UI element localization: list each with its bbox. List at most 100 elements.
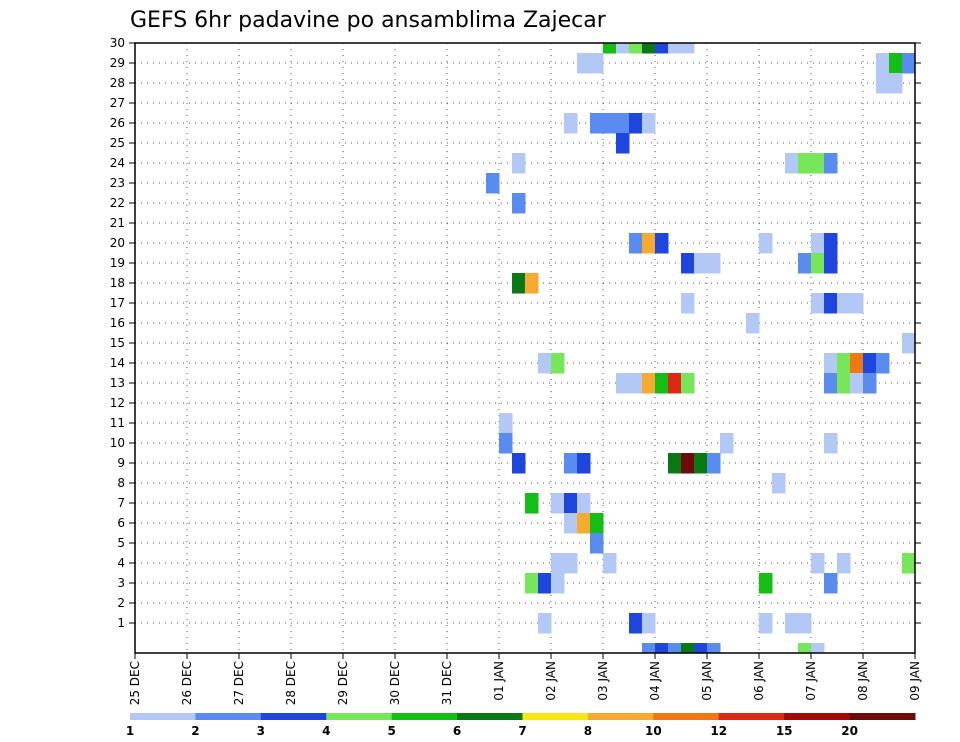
y-tick-label: 22 — [110, 196, 125, 210]
legend-label: 1 — [126, 724, 134, 738]
precip-cell — [603, 553, 617, 574]
precip-cell — [824, 573, 838, 594]
precip-cell — [629, 233, 643, 254]
precip-cell — [720, 433, 734, 454]
precip-cell — [798, 643, 812, 654]
x-axis: 25 DEC 26 DEC 27 DEC 28 DEC 29 DEC 30 DEC 31 D… — [128, 653, 922, 705]
precip-cell — [616, 43, 630, 54]
precip-cell — [642, 113, 656, 134]
y-tick-label: 24 — [110, 156, 125, 170]
precip-cell — [811, 253, 825, 274]
precip-cell — [681, 643, 695, 654]
y-tick-label: 2 — [117, 596, 125, 610]
y-axis: 1234567891011121314151617181920212223242… — [110, 36, 921, 630]
precip-cell — [837, 293, 851, 314]
legend-label: 7 — [518, 724, 526, 738]
y-tick-label: 18 — [110, 276, 125, 290]
precip-cell — [707, 453, 721, 474]
y-tick-label: 15 — [110, 336, 125, 350]
x-tick-label: 05 JAN — [700, 661, 714, 701]
precip-cell — [681, 293, 695, 314]
legend-swatch — [784, 713, 851, 720]
precip-cell — [551, 493, 565, 514]
precip-cell — [642, 233, 656, 254]
x-tick-label: 03 JAN — [596, 661, 610, 701]
precip-cell — [642, 373, 656, 394]
precip-cell — [824, 153, 838, 174]
legend-label: 12 — [710, 724, 727, 738]
precip-cell — [824, 253, 838, 274]
y-tick-label: 26 — [110, 116, 125, 130]
precip-cell — [681, 453, 695, 474]
y-tick-label: 27 — [110, 96, 125, 110]
x-tick-label: 29 DEC — [336, 661, 350, 705]
precip-cell — [590, 113, 604, 134]
x-tick-label: 06 JAN — [752, 661, 766, 701]
legend-swatch — [457, 713, 523, 720]
precip-cell — [629, 613, 643, 634]
legend-label: 2 — [191, 724, 199, 738]
precip-cell — [837, 353, 851, 374]
precip-cell — [655, 233, 669, 254]
precip-cell — [525, 273, 539, 294]
legend-label: 4 — [322, 724, 330, 738]
legend-swatch — [130, 713, 196, 720]
legend-swatch — [326, 713, 393, 720]
precip-cell — [707, 253, 721, 274]
legend-swatch — [195, 713, 262, 720]
y-tick-label: 25 — [110, 136, 125, 150]
precip-cell — [512, 193, 526, 214]
y-tick-label: 16 — [110, 316, 125, 330]
x-tick-label: 30 DEC — [388, 661, 402, 705]
precip-cell — [590, 513, 604, 534]
precip-cell — [811, 643, 825, 654]
precip-cell — [824, 293, 838, 314]
y-tick-label: 3 — [117, 576, 125, 590]
y-tick-label: 17 — [110, 296, 125, 310]
precip-cell — [538, 353, 552, 374]
y-tick-label: 14 — [110, 356, 125, 370]
precip-cell — [564, 553, 578, 574]
y-tick-label: 5 — [117, 536, 125, 550]
precip-cell — [551, 573, 565, 594]
precip-cell — [499, 413, 513, 434]
x-tick-label: 26 DEC — [180, 661, 194, 705]
precip-cell — [785, 613, 799, 634]
x-tick-label: 25 DEC — [128, 661, 142, 705]
precip-cell — [681, 43, 695, 54]
precip-cell — [681, 253, 695, 274]
precip-cell — [564, 493, 578, 514]
precip-cell — [811, 153, 825, 174]
precip-cell — [551, 353, 565, 374]
x-tick-label: 02 JAN — [544, 661, 558, 701]
legend-swatch — [391, 713, 458, 720]
y-tick-label: 30 — [110, 36, 125, 50]
x-tick-label: 28 DEC — [284, 661, 298, 705]
precip-cell — [837, 373, 851, 394]
legend-swatch — [653, 713, 720, 720]
precip-cell — [668, 373, 682, 394]
legend-label: 8 — [584, 724, 592, 738]
precip-cell — [902, 53, 916, 74]
precip-cell — [590, 533, 604, 554]
precip-cell — [525, 573, 539, 594]
precip-cell — [798, 153, 812, 174]
chart-title: GEFS 6hr padavine po ansamblima Zajecar — [130, 8, 607, 33]
legend-swatch — [260, 713, 327, 720]
color-legend: 1 2 3 4 5 6 7 8 10 12 15 20 — [126, 713, 916, 738]
y-tick-label: 20 — [110, 236, 125, 250]
precip-cell — [759, 573, 773, 594]
precip-cell — [668, 43, 682, 54]
precip-cell — [564, 113, 578, 134]
precip-cell — [616, 113, 630, 134]
precip-cell — [564, 513, 578, 534]
precip-cell — [707, 643, 721, 654]
precip-cell — [824, 433, 838, 454]
precip-cell — [759, 233, 773, 254]
grid-lines — [135, 42, 915, 653]
y-tick-label: 28 — [110, 76, 125, 90]
y-tick-label: 21 — [110, 216, 125, 230]
y-tick-label: 29 — [110, 56, 125, 70]
legend-swatch — [587, 713, 654, 720]
precip-cell — [889, 73, 903, 94]
